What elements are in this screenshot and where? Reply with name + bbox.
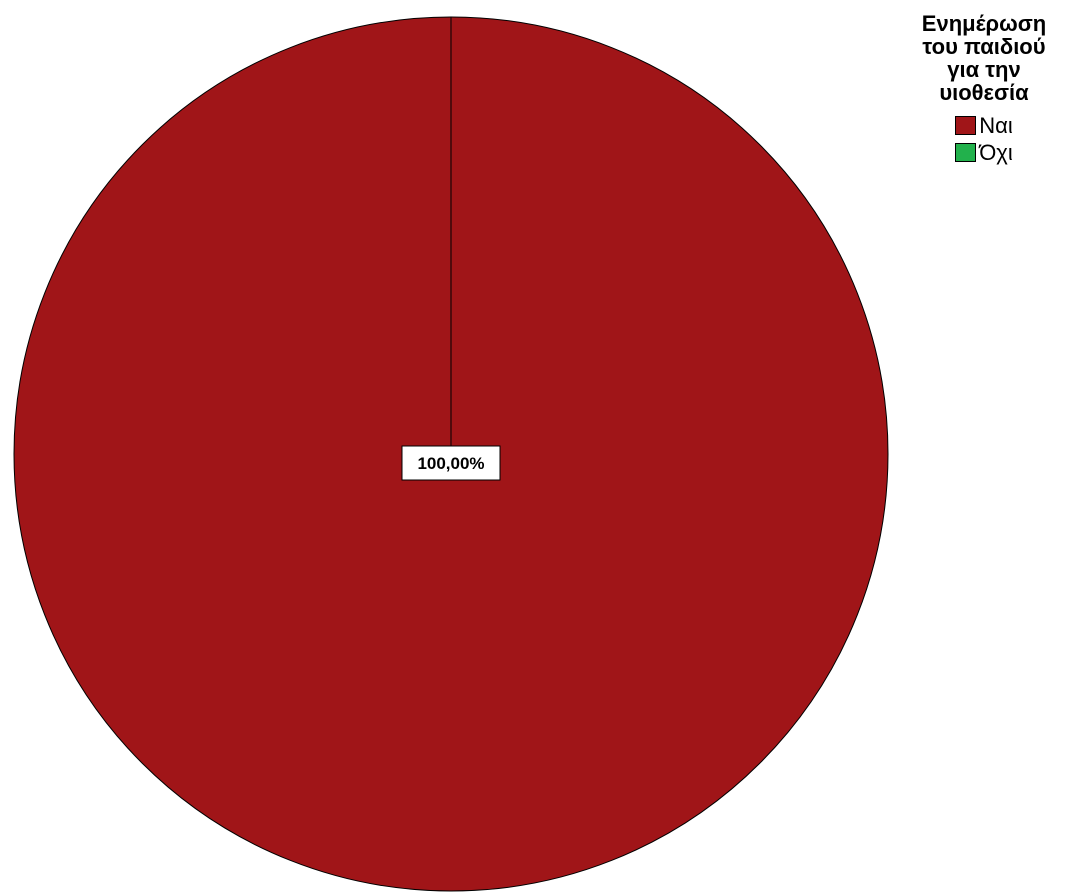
legend-item: Όχι [955, 139, 1013, 166]
legend-swatch [955, 116, 977, 135]
legend-items: Ναι Όχι [955, 112, 1013, 166]
legend-title: Ενημέρωση του παιδιού για την υιοθεσία [921, 11, 1047, 105]
legend-label: Ναι [979, 112, 1013, 138]
legend: Ενημέρωση του παιδιού για την υιοθεσία Ν… [890, 12, 1078, 167]
legend-label: Όχι [979, 139, 1013, 165]
data-label-text: 100,00% [417, 454, 484, 473]
legend-item: Ναι [955, 112, 1013, 139]
data-label: 100,00% [401, 445, 501, 481]
data-label-box [401, 445, 501, 481]
legend-swatch [955, 143, 977, 162]
